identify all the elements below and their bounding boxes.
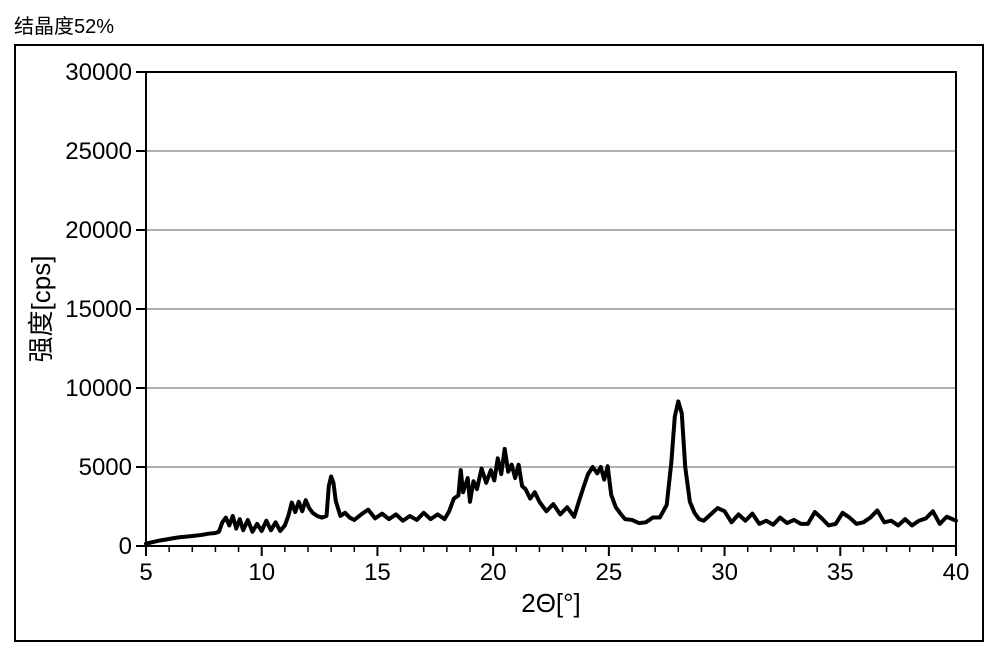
- svg-text:5000: 5000: [79, 454, 132, 481]
- svg-text:强度[cps]: 强度[cps]: [26, 256, 56, 363]
- svg-text:30000: 30000: [65, 59, 132, 86]
- svg-text:20: 20: [480, 559, 507, 586]
- svg-text:2Θ[°]: 2Θ[°]: [521, 588, 581, 618]
- svg-text:25: 25: [596, 559, 623, 586]
- svg-text:15: 15: [364, 559, 391, 586]
- svg-text:10: 10: [248, 559, 275, 586]
- page-title: 结晶度52%: [14, 10, 114, 39]
- svg-text:20000: 20000: [65, 217, 132, 244]
- svg-text:30: 30: [711, 559, 738, 586]
- svg-text:10000: 10000: [65, 375, 132, 402]
- svg-text:15000: 15000: [65, 296, 132, 323]
- svg-text:5: 5: [139, 559, 152, 586]
- svg-text:25000: 25000: [65, 138, 132, 165]
- svg-text:40: 40: [943, 559, 970, 586]
- chart-frame: 5 10 15 20 25 30 35 40 0 5000 10000 15000 20000 25000…: [14, 44, 984, 642]
- xrd-chart: 5 10 15 20 25 30 35 40 0 5000 10000 15000 20000 25000…: [16, 46, 982, 640]
- svg-text:0: 0: [119, 533, 132, 560]
- svg-text:35: 35: [827, 559, 854, 586]
